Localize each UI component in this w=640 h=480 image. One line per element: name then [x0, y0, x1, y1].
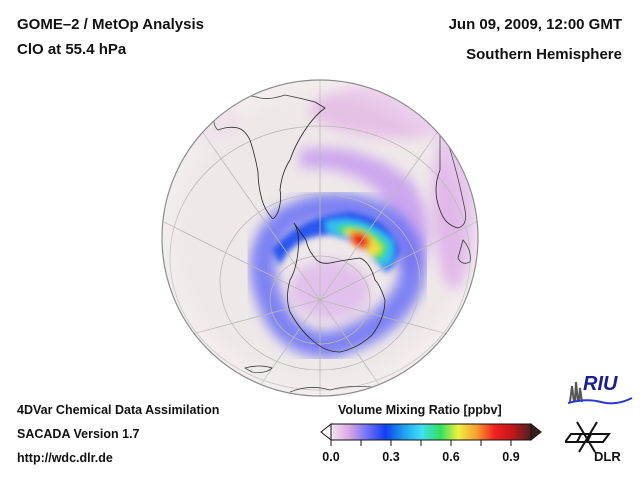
footer-version: SACADA Version 1.7: [17, 427, 140, 441]
colorbar-tick-label: 0.3: [382, 450, 400, 464]
dlr-logo-text: DLR: [594, 449, 621, 464]
colorbar-tick-label: 0.9: [502, 450, 520, 464]
map-subtitle: ClO at 55.4 hPa: [17, 41, 127, 58]
colorbar-title: Volume Mixing Ratio [ppbv]: [338, 403, 502, 417]
dlr-logo-icon: [565, 421, 611, 453]
globe-content: [162, 80, 478, 396]
map-title: GOME–2 / MetOp Analysis: [17, 16, 204, 33]
colorbar-tick-label: 0.0: [322, 450, 340, 464]
colorbar-tick-label: 0.6: [442, 450, 460, 464]
colorbar-bar: [330, 423, 532, 441]
map-datetime: Jun 09, 2009, 12:00 GMT: [448, 16, 622, 33]
riu-logo-icon: [567, 381, 633, 405]
map-region: Southern Hemisphere: [466, 46, 622, 63]
colorbar-extend-high: [530, 422, 542, 442]
riu-logo-text: RIU: [583, 373, 618, 395]
footer-url-link[interactable]: http://wdc.dlr.de: [17, 451, 113, 465]
colorbar-extend-low: [320, 422, 332, 442]
globe-outline: [161, 79, 479, 397]
colorbar: [320, 422, 542, 446]
footer-method: 4DVar Chemical Data Assimilation: [17, 403, 220, 417]
